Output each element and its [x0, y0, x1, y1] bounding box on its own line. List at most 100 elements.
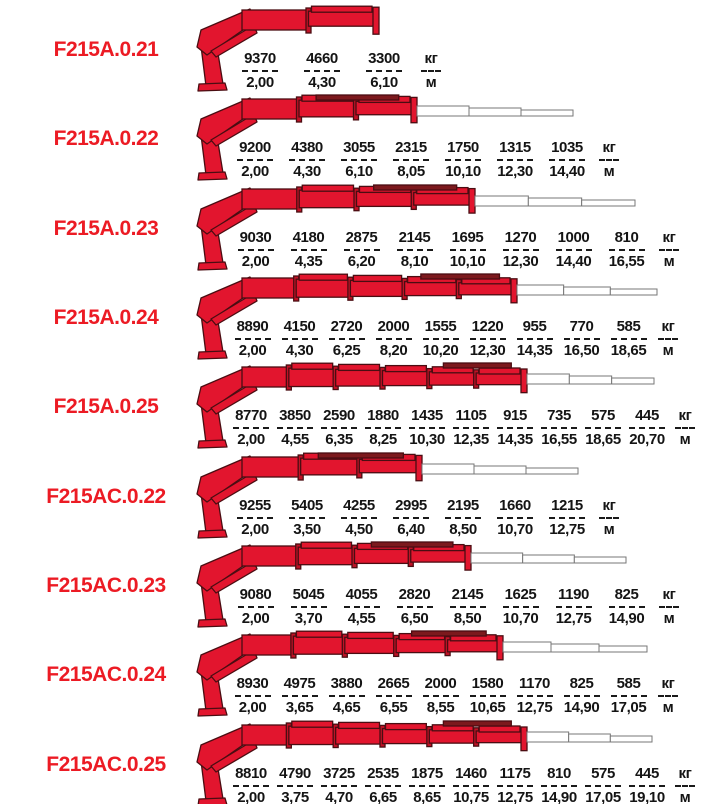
load-cell: 4790 3,75 [273, 766, 317, 804]
load-table: 8930 2,00 4975 3,65 3880 4,65 2665 6,55 2000 8,55… [229, 676, 684, 716]
load-cell: 1460 10,75 [449, 766, 493, 804]
dash-separator [304, 70, 340, 72]
reach-value: 10,10 [449, 253, 486, 270]
reach-value: 17,05 [610, 699, 647, 716]
load-cell: 2995 6,40 [385, 498, 437, 538]
reach-value: 14,90 [608, 610, 645, 627]
m-unit-label: м [663, 253, 675, 270]
load-cell: 3725 4,70 [317, 766, 361, 804]
reach-value: 14,35 [516, 342, 553, 359]
kg-value: 2875 [345, 229, 378, 246]
crane-row: F215A.0.25 8770 2,00 3850 4,55 2590 6,35 1880 8… [0, 357, 713, 453]
kg-value: 2590 [323, 407, 355, 424]
dash-separator [409, 427, 445, 429]
kg-value: 4380 [291, 139, 323, 156]
load-cell: 9255 2,00 [229, 498, 281, 538]
kg-value: 2535 [367, 765, 399, 782]
dash-separator [675, 427, 695, 429]
dash-separator [549, 517, 585, 519]
dash-separator [233, 785, 269, 787]
dash-separator [445, 517, 481, 519]
reach-value: 12,30 [497, 163, 533, 180]
kg-value: 1315 [499, 139, 531, 156]
dash-separator [234, 338, 271, 340]
reach-value: 12,35 [453, 431, 489, 448]
model-label: F215AC.0.24 [46, 663, 166, 686]
dash-separator [281, 338, 318, 340]
dash-separator [237, 159, 273, 161]
kg-unit-label: кг [661, 318, 675, 335]
dash-separator [365, 427, 401, 429]
reach-value: 4,55 [281, 431, 309, 448]
load-cell: 1875 8,65 [405, 766, 449, 804]
dash-separator [502, 606, 539, 608]
reach-value: 14,35 [497, 431, 533, 448]
load-cell: 825 14,90 [558, 676, 605, 716]
reach-value: 2,00 [238, 342, 267, 359]
load-cell: 4255 4,50 [333, 498, 385, 538]
dash-separator [328, 338, 365, 340]
kg-value: 3850 [279, 407, 311, 424]
kg-value: 1660 [499, 497, 531, 514]
kg-value: 5405 [291, 497, 323, 514]
load-cell: 3850 4,55 [273, 408, 317, 448]
load-cell: 2590 6,35 [317, 408, 361, 448]
dash-separator [281, 695, 318, 697]
load-cell: 2000 8,55 [417, 676, 464, 716]
reach-value: 10,75 [453, 789, 489, 804]
kg-unit-label: кг [678, 407, 692, 424]
dash-separator [599, 159, 619, 161]
load-cell: 1315 12,30 [489, 140, 541, 180]
dash-separator [675, 785, 695, 787]
kg-value: 1460 [455, 765, 487, 782]
load-cell: 2145 8,10 [388, 230, 441, 270]
model-label: F215A.0.22 [53, 127, 159, 150]
kg-value: 1000 [557, 229, 590, 246]
kg-value: 735 [547, 407, 571, 424]
reach-value: 6,10 [370, 74, 398, 91]
load-cell: 2720 6,25 [323, 319, 370, 359]
load-table: 9370 2,00 4660 4,30 3300 6,10 кг м [229, 51, 447, 91]
load-cell: 1580 10,65 [464, 676, 511, 716]
dash-separator [469, 695, 506, 697]
crane-row: F215AC.0.22 9255 2,00 5405 3,50 4255 4,50 2995… [0, 447, 713, 543]
dash-separator [290, 606, 327, 608]
dash-separator [449, 249, 486, 251]
load-cell: 575 17,05 [581, 766, 625, 804]
kg-value: 2000 [377, 318, 410, 335]
reach-value: 10,20 [422, 342, 459, 359]
kg-value: 2995 [395, 497, 427, 514]
reach-value: 4,55 [347, 610, 376, 627]
dash-separator [237, 249, 274, 251]
crane-row: F215A.0.22 9200 2,00 4380 4,30 3055 6,10 2315 8… [0, 89, 713, 185]
load-cell: 585 18,65 [605, 319, 652, 359]
load-cell: 3880 4,65 [323, 676, 370, 716]
kg-value: 770 [569, 318, 594, 335]
dash-separator [289, 159, 325, 161]
dash-separator [343, 606, 380, 608]
dash-separator [563, 695, 600, 697]
load-cell: 1220 12,30 [464, 319, 511, 359]
dash-separator [563, 338, 600, 340]
kg-value: 575 [591, 407, 615, 424]
reach-value: 4,70 [325, 789, 353, 804]
kg-value: 585 [616, 675, 641, 692]
m-unit-label: м [679, 789, 691, 804]
reach-value: 16,55 [608, 253, 645, 270]
m-unit-label: м [663, 610, 675, 627]
dash-separator [453, 427, 489, 429]
kg-value: 3725 [323, 765, 355, 782]
load-cell: 2820 6,50 [388, 587, 441, 627]
reach-value: 10,70 [497, 521, 533, 538]
kg-value: 810 [614, 229, 639, 246]
reach-value: 2,00 [237, 789, 265, 804]
kg-value: 1580 [471, 675, 504, 692]
reach-value: 2,00 [241, 610, 270, 627]
dash-separator [375, 695, 412, 697]
dash-separator [341, 517, 377, 519]
kg-value: 1035 [551, 139, 583, 156]
load-cell: 1435 10,30 [405, 408, 449, 448]
kg-value: 2820 [398, 586, 431, 603]
dash-separator [658, 338, 678, 340]
reach-value: 6,40 [397, 521, 425, 538]
